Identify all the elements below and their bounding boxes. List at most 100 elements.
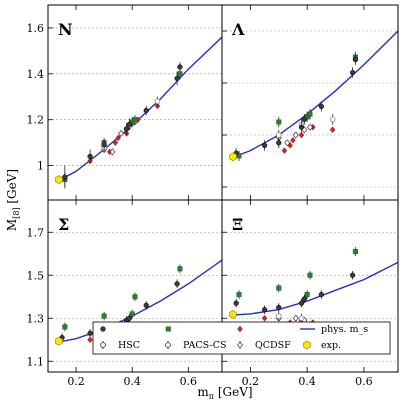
qcdsf-point	[87, 336, 93, 344]
panel-2: 1.1 1.3 1.5 1.7 0.2 0.4 0.6 Σ	[27, 199, 223, 388]
y-tick-label: 1	[37, 160, 44, 173]
legend-qcdsf-label: QCDSF	[255, 340, 291, 351]
phys-ms-curve	[233, 261, 398, 316]
legend-pacs-open-marker	[165, 342, 171, 348]
panel-label: Σ	[58, 215, 69, 234]
qcdsf-point	[290, 136, 296, 144]
hsc-point	[298, 300, 305, 306]
exp-point	[55, 175, 63, 184]
pacs-point	[276, 285, 282, 291]
legend-qcdsf-open-marker	[237, 341, 243, 349]
exp-point	[229, 152, 237, 162]
x-tick-label: 0.2	[242, 375, 260, 388]
hsc-point	[126, 315, 133, 321]
x-axis-title: mπ [GeV]	[197, 385, 252, 401]
hsc-point	[261, 307, 268, 313]
y-axis-title-sub: [8]	[12, 207, 21, 218]
hsc-point	[261, 142, 268, 149]
x-tick-label: 0.2	[67, 375, 85, 388]
y-axis-title: M[8] [GeV]	[5, 169, 21, 231]
y-tick-label: 1.1	[27, 355, 45, 368]
hsc-light-point	[329, 116, 336, 123]
hsc-point	[318, 103, 325, 110]
pacs-point	[62, 324, 68, 330]
hsc-point	[101, 142, 107, 148]
pacs-point	[177, 71, 183, 77]
x-tick-label: 0.4	[298, 375, 316, 388]
pacs-point	[304, 114, 310, 120]
hsc-point	[177, 64, 183, 70]
phys-ms-curve	[232, 30, 398, 158]
qcdsf-open-point	[284, 139, 291, 147]
pacs-point	[352, 249, 358, 255]
y-tick-label: 1.7	[27, 226, 45, 239]
hsc-point	[143, 302, 149, 309]
legend-hsc-marker	[100, 326, 106, 332]
pacs-point	[132, 117, 138, 123]
hsc-point	[126, 121, 133, 127]
legend-box	[92, 321, 391, 355]
pacs-point	[307, 272, 313, 278]
panel-0: 1 1.2 1.4 1.6 N	[27, 4, 223, 201]
legend-exp-label: exp.	[321, 340, 341, 351]
hsc-point	[276, 304, 282, 311]
panel-frame	[47, 4, 223, 201]
hsc-point	[352, 56, 359, 63]
panel-label: Ξ	[232, 215, 243, 234]
pacs-point	[129, 311, 135, 317]
hsc-light-point	[275, 132, 282, 138]
pacs-point	[276, 119, 282, 125]
exp-point	[55, 336, 63, 346]
hsc-light-point	[298, 315, 305, 322]
qcdsf-open-point	[292, 314, 299, 322]
x-axis-title-unit: [GeV]	[214, 385, 253, 399]
hsc-point	[62, 174, 68, 180]
pacs-point	[132, 294, 138, 300]
x-tick-label: 0.6	[180, 375, 198, 388]
legend-pacs-label: PACS-CS	[183, 340, 227, 351]
legend-hsc-open-marker	[100, 342, 106, 348]
legend-qcdsf-marker	[237, 325, 243, 333]
hsc-point	[143, 107, 149, 114]
x-axis-title-main: m	[197, 385, 209, 399]
hsc-point	[276, 140, 282, 146]
hsc-point	[301, 116, 307, 123]
pacs-point	[236, 292, 242, 298]
legend: HSC PACS-CS QCDSF phys. m_s exp.	[92, 321, 391, 355]
qcdsf-open-point	[109, 148, 116, 156]
pacs-point	[101, 313, 107, 319]
y-tick-label: 1.4	[27, 68, 45, 81]
panel-1: Λ	[221, 4, 399, 201]
x-tick-label: 0.6	[355, 375, 373, 388]
y-axis-title-main: M	[5, 219, 19, 231]
panel-label: Λ	[231, 20, 245, 39]
y-axis-title-unit: [GeV]	[5, 169, 19, 208]
hsc-point	[349, 69, 356, 76]
pacs-point	[177, 266, 183, 272]
hsc-point	[233, 300, 239, 306]
y-tick-label: 1.3	[27, 312, 45, 325]
qcdsf-open-point	[307, 123, 313, 131]
qcdsf-open-point	[118, 129, 124, 138]
hsc-point	[318, 291, 325, 298]
qcdsf-point	[112, 139, 119, 146]
panel-plot-area	[229, 30, 398, 162]
hsc-point	[87, 153, 93, 160]
legend-hsc-label: HSC	[118, 340, 140, 351]
qcdsf-point	[261, 314, 268, 322]
panel-label: N	[58, 20, 73, 39]
pacs-point	[304, 292, 310, 298]
hsc-point	[349, 272, 356, 278]
y-tick-label: 1.5	[27, 269, 45, 282]
panel-frame	[221, 4, 399, 201]
hsc-point	[298, 124, 305, 130]
phys-ms-curve	[58, 36, 222, 182]
x-axis-title-sub: π	[209, 392, 214, 401]
panel-frame	[221, 199, 399, 373]
panel-3: 0.2 0.4 0.6 Ξ	[221, 199, 399, 388]
pacs-point	[307, 111, 313, 117]
hsc-light-point	[275, 313, 282, 319]
hsc-point	[174, 281, 180, 287]
